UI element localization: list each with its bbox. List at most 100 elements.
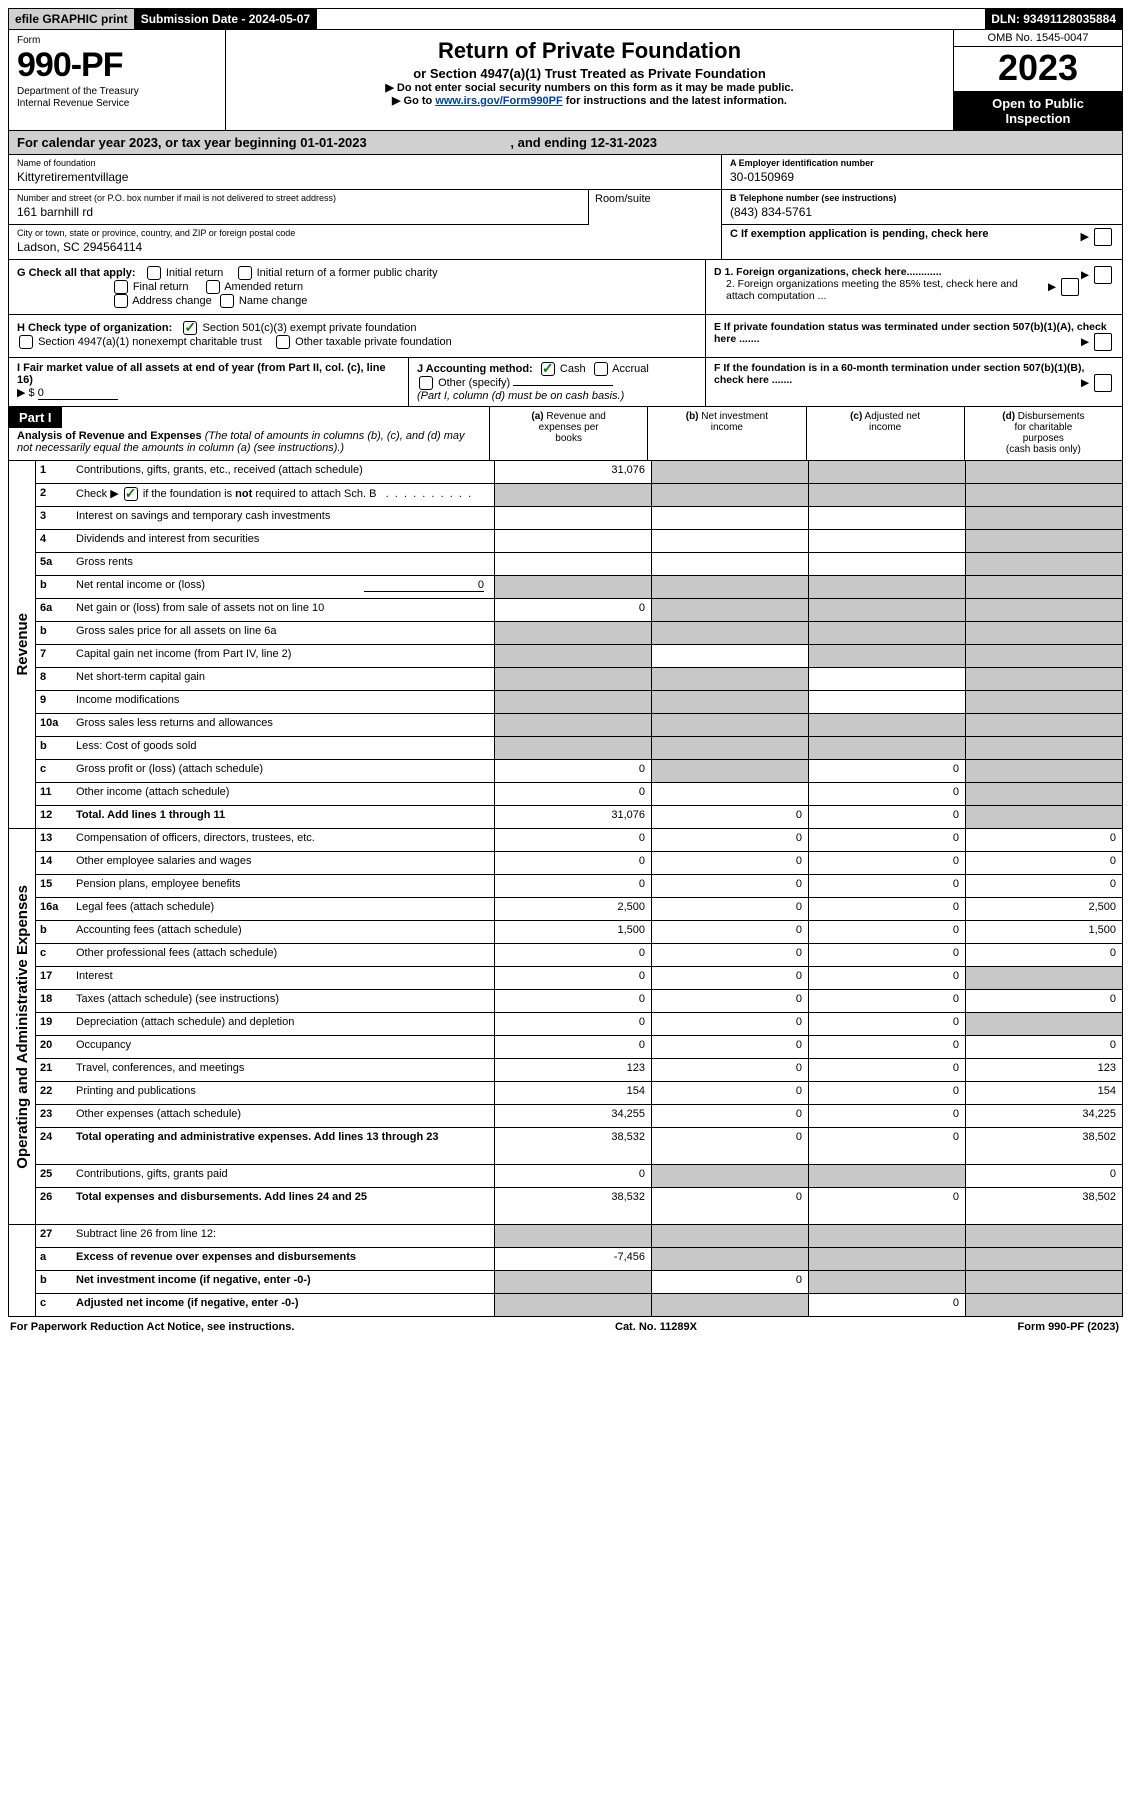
foundation-name: Kittyretirementvillage [17, 168, 713, 186]
cell-b: 0 [651, 1036, 808, 1058]
501c3-checkbox[interactable] [183, 321, 197, 335]
col-a-header: (a) (a) Revenue and expenses per booksRe… [489, 407, 647, 460]
cell-dd: 0 [965, 990, 1122, 1012]
i-j-f-row: I Fair market value of all assets at end… [9, 358, 1122, 407]
cell-dd [965, 1248, 1122, 1270]
other-taxable-checkbox[interactable] [276, 335, 290, 349]
cell-dd [965, 691, 1122, 713]
4947a1-checkbox[interactable] [19, 335, 33, 349]
cell-b [651, 1248, 808, 1270]
paperwork-notice: For Paperwork Reduction Act Notice, see … [10, 1321, 294, 1333]
ein-value: 30-0150969 [730, 168, 1114, 186]
cell-a [494, 1225, 651, 1247]
cell-b: 0 [651, 990, 808, 1012]
cell-a [494, 1271, 651, 1293]
line-number: 3 [36, 507, 74, 529]
cell-b [651, 737, 808, 759]
irs-link[interactable]: www.irs.gov/Form990PF [435, 95, 562, 107]
g-section: G Check all that apply: Initial return I… [9, 260, 705, 314]
header-left: Form 990-PF Department of the Treasury I… [9, 30, 226, 130]
form-title: Return of Private Foundation [232, 38, 947, 64]
line-number: b [36, 737, 74, 759]
cell-b [651, 599, 808, 621]
initial-former-label: Initial return of a former public charit… [257, 267, 438, 279]
city-cell: City or town, state or province, country… [9, 225, 721, 259]
line-description: Occupancy [74, 1036, 494, 1058]
cell-dd: 38,502 [965, 1128, 1122, 1164]
cell-dd: 0 [965, 829, 1122, 851]
cell-b: 0 [651, 806, 808, 828]
line-number: 10a [36, 714, 74, 736]
cell-a: 154 [494, 1082, 651, 1104]
cell-dd [965, 783, 1122, 805]
exemption-cell: C If exemption application is pending, c… [722, 225, 1122, 259]
d1-checkbox[interactable] [1094, 266, 1112, 284]
other-taxable-label: Other taxable private foundation [295, 336, 452, 348]
cell-a [494, 737, 651, 759]
name-change-checkbox[interactable] [220, 294, 234, 308]
cell-c: 0 [808, 760, 965, 782]
accrual-checkbox[interactable] [594, 362, 608, 376]
cell-a [494, 714, 651, 736]
exemption-checkbox[interactable] [1094, 228, 1112, 246]
cell-dd [965, 737, 1122, 759]
form-number: 990-PF [17, 46, 217, 85]
cash-checkbox[interactable] [541, 362, 555, 376]
line-description: Contributions, gifts, grants, etc., rece… [74, 461, 494, 483]
cell-c: 0 [808, 944, 965, 966]
exp-row-24: 24Total operating and administrative exp… [36, 1128, 1122, 1165]
cell-dd [965, 967, 1122, 989]
foundation-name-cell: Name of foundation Kittyretirementvillag… [9, 155, 721, 190]
final-return-checkbox[interactable] [114, 280, 128, 294]
dln-label: DLN: [991, 12, 1023, 26]
cell-dd: 123 [965, 1059, 1122, 1081]
cell-a: 123 [494, 1059, 651, 1081]
initial-return-label: Initial return [166, 267, 223, 279]
line-description: Interest on savings and temporary cash i… [74, 507, 494, 529]
rev-row-8: 8Net short-term capital gain [36, 668, 1122, 691]
form-990pf: efile GRAPHIC print Submission Date - 20… [8, 8, 1123, 1317]
f-checkbox[interactable] [1094, 374, 1112, 392]
cell-c [808, 553, 965, 575]
cell-b: 0 [651, 1105, 808, 1127]
header-right: OMB No. 1545-0047 2023 Open to Public In… [953, 30, 1122, 130]
line-number: b [36, 622, 74, 644]
other-method-checkbox[interactable] [419, 376, 433, 390]
exp-row-21: 21Travel, conferences, and meetings12300… [36, 1059, 1122, 1082]
sub-row-27: 27Subtract line 26 from line 12: [36, 1225, 1122, 1248]
rev-row-7: 7Capital gain net income (from Part IV, … [36, 645, 1122, 668]
line-number: 26 [36, 1188, 74, 1224]
line-description: Check ▶ if the foundation is not require… [74, 484, 494, 506]
name-change-label: Name change [239, 295, 308, 307]
dln: DLN: 93491128035884 [985, 9, 1122, 29]
address-change-checkbox[interactable] [114, 294, 128, 308]
initial-return-checkbox[interactable] [147, 266, 161, 280]
sub-vlabel-spacer [9, 1225, 36, 1316]
cell-c [808, 714, 965, 736]
subdate-label: Submission Date - [141, 12, 249, 26]
cell-c [808, 484, 965, 506]
cell-c: 0 [808, 1082, 965, 1104]
expenses-vlabel: Operating and Administrative Expenses [9, 829, 36, 1224]
amended-checkbox[interactable] [206, 280, 220, 294]
cell-b [651, 507, 808, 529]
city-value: Ladson, SC 294564114 [17, 238, 713, 256]
dln-value: 93491128035884 [1023, 12, 1116, 26]
calyear-mid: , and ending [510, 135, 590, 150]
initial-former-checkbox[interactable] [238, 266, 252, 280]
exp-row-20: 20Occupancy0000 [36, 1036, 1122, 1059]
e-checkbox[interactable] [1094, 333, 1112, 351]
line-description: Taxes (attach schedule) (see instruction… [74, 990, 494, 1012]
header-center: Return of Private Foundation or Section … [226, 30, 953, 130]
cell-a: 0 [494, 1013, 651, 1035]
line-description: Interest [74, 967, 494, 989]
cell-c [808, 691, 965, 713]
irs-label: Internal Revenue Service [17, 98, 129, 109]
rev-row-3: 3Interest on savings and temporary cash … [36, 507, 1122, 530]
schb-checkbox[interactable] [124, 487, 138, 501]
d-section: D 1. Foreign organizations, check here..… [705, 260, 1122, 314]
d2-checkbox[interactable] [1061, 278, 1079, 296]
room-label: Room/suite [595, 193, 715, 205]
submission-date: Submission Date - 2024-05-07 [135, 9, 317, 29]
efile-print-button[interactable]: efile GRAPHIC print [9, 9, 135, 29]
